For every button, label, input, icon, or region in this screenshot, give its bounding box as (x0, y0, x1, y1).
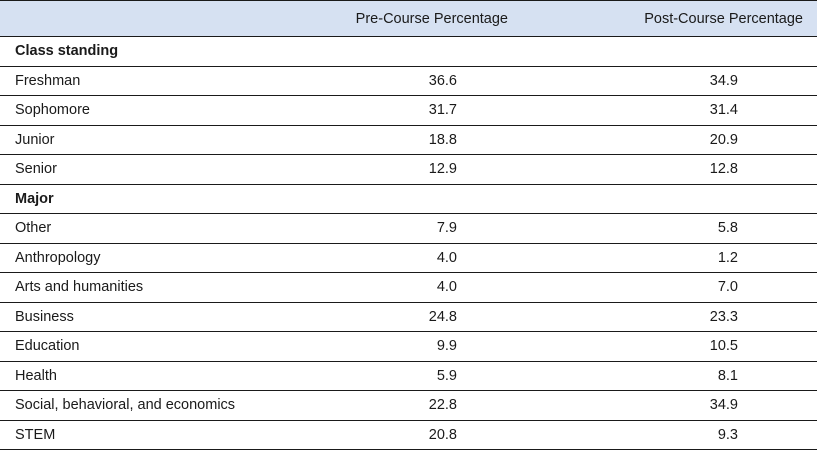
table-header-row: Pre-Course Percentage Post-Course Percen… (0, 0, 817, 37)
header-label-cell (0, 0, 335, 37)
row-label: Arts and humanities (15, 279, 144, 296)
row-label: Freshman (15, 72, 81, 89)
row-label: Other (15, 220, 52, 237)
row-post-value: 20.9 (709, 131, 738, 148)
row-post-value: 7.0 (717, 279, 738, 296)
table-row: Anthropology 4.0 1.2 (0, 243, 817, 273)
row-pre-value: 24.8 (428, 308, 457, 325)
table-row: Arts and humanities 4.0 7.0 (0, 273, 817, 302)
header-pre-course: Pre-Course Percentage (335, 0, 522, 37)
row-post-value: 23.3 (709, 308, 738, 325)
table-section-row: Class standing (0, 37, 817, 67)
row-label: Anthropology (15, 249, 101, 266)
row-label: STEM (15, 426, 56, 443)
row-pre-value: 4.0 (436, 279, 457, 296)
row-label: Business (15, 308, 74, 325)
row-pre-value (335, 184, 522, 214)
table-row: Junior 18.8 20.9 (0, 125, 817, 155)
row-label: Health (15, 367, 57, 384)
row-post-value: 34.9 (709, 72, 738, 89)
row-post-value: 34.9 (709, 397, 738, 414)
table-row: Social, behavioral, and economics 22.8 3… (0, 391, 817, 420)
row-label: Class standing (15, 43, 119, 60)
row-pre-value: 5.9 (436, 367, 457, 384)
row-pre-value: 4.0 (436, 249, 457, 266)
row-label: Social, behavioral, and economics (15, 397, 236, 414)
row-pre-value: 20.8 (428, 426, 457, 443)
row-pre-value: 9.9 (436, 338, 457, 355)
table-row: Business 24.8 23.3 (0, 302, 817, 332)
row-post-value: 31.4 (709, 102, 738, 119)
row-pre-value: 18.8 (428, 131, 457, 148)
row-label: Junior (15, 131, 55, 148)
table-body: Class standing Freshman 36.6 34.9 Sophom… (0, 37, 817, 450)
row-post-value: 1.2 (717, 249, 738, 266)
row-post-value: 8.1 (717, 367, 738, 384)
row-pre-value: 36.6 (428, 72, 457, 89)
row-post-value: 9.3 (717, 426, 738, 443)
row-post-value (522, 184, 817, 214)
row-pre-value: 22.8 (428, 397, 457, 414)
row-pre-value: 31.7 (428, 102, 457, 119)
header-post-course: Post-Course Percentage (522, 0, 817, 37)
row-post-value: 12.8 (709, 161, 738, 178)
row-label: Senior (15, 161, 57, 178)
row-pre-value: 12.9 (428, 161, 457, 178)
table-row: Health 5.9 8.1 (0, 361, 817, 391)
row-label: Sophomore (15, 102, 90, 119)
table-row: Other 7.9 5.8 (0, 214, 817, 243)
row-post-value: 5.8 (717, 220, 738, 237)
table-row: Senior 12.9 12.8 (0, 155, 817, 184)
row-label: Major (15, 190, 54, 207)
table-row: STEM 20.8 9.3 (0, 420, 817, 450)
table-row: Freshman 36.6 34.9 (0, 66, 817, 96)
row-post-value (522, 37, 817, 67)
row-post-value: 10.5 (709, 338, 738, 355)
table-section-row: Major (0, 184, 817, 214)
row-label: Education (15, 338, 80, 355)
table-row: Education 9.9 10.5 (0, 332, 817, 361)
table-row: Sophomore 31.7 31.4 (0, 96, 817, 125)
row-pre-value: 7.9 (436, 220, 457, 237)
row-pre-value (335, 37, 522, 67)
